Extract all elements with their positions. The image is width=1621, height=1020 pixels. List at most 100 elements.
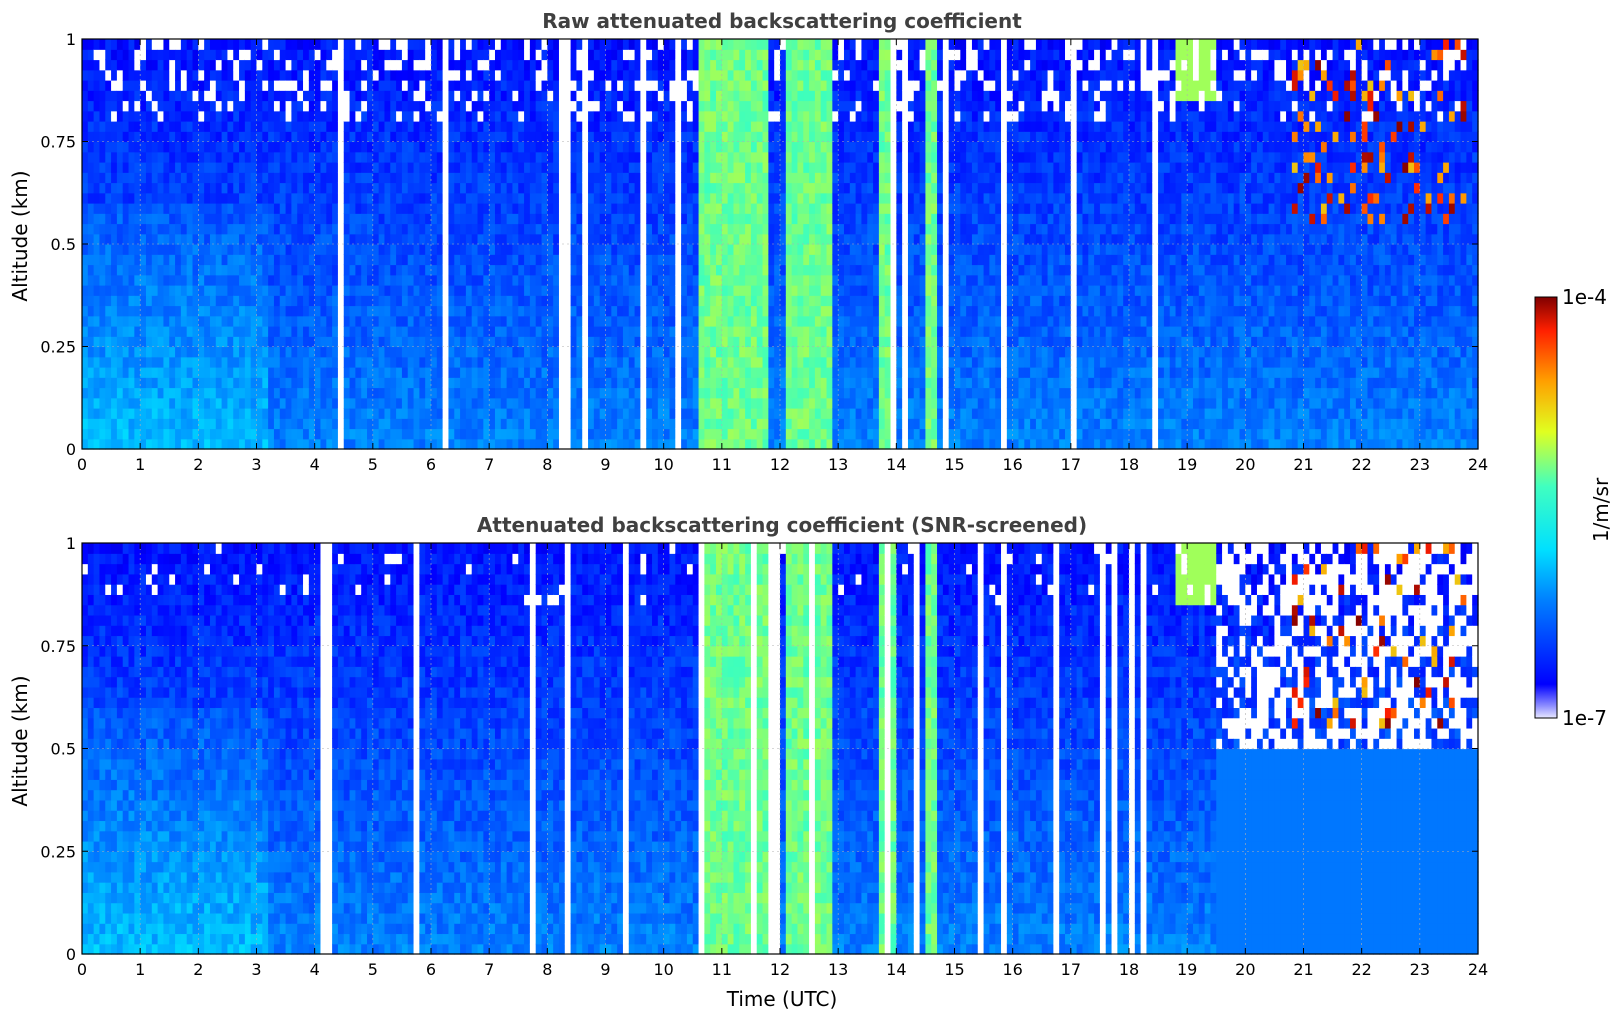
heatmap-cell xyxy=(477,438,484,450)
heatmap-cell xyxy=(686,141,694,153)
heatmap-cell xyxy=(326,336,333,348)
heatmap-cell xyxy=(622,244,630,255)
heatmap-cell xyxy=(87,356,95,368)
heatmap-cell xyxy=(558,151,566,163)
heatmap-cell xyxy=(716,151,723,163)
heatmap-cell xyxy=(169,223,176,235)
heatmap-cell xyxy=(791,244,799,255)
heatmap-cell xyxy=(524,315,531,327)
heatmap-cell xyxy=(652,110,659,122)
heatmap-cell xyxy=(640,162,647,173)
heatmap-cell xyxy=(361,438,368,450)
heatmap-cell xyxy=(518,377,525,389)
heatmap-cell xyxy=(558,39,566,50)
heatmap-cell xyxy=(396,326,403,337)
heatmap-cell xyxy=(390,285,397,296)
heatmap-cell xyxy=(576,367,583,378)
heatmap-cell xyxy=(419,162,426,173)
heatmap-cell xyxy=(82,387,89,399)
heatmap-cell xyxy=(268,315,275,327)
heatmap-cell xyxy=(367,59,374,71)
heatmap-cell xyxy=(285,141,292,153)
heatmap-cell xyxy=(593,408,601,419)
heatmap-cell xyxy=(529,244,537,255)
heatmap-cell xyxy=(454,131,461,143)
heatmap-cell xyxy=(489,49,496,61)
heatmap-cell xyxy=(692,141,700,153)
heatmap-cell xyxy=(518,408,525,419)
heatmap-cell xyxy=(634,274,641,286)
heatmap-cell xyxy=(93,141,101,153)
heatmap-cell xyxy=(733,387,740,399)
heatmap-cell xyxy=(425,223,432,235)
heatmap-cell xyxy=(308,397,316,409)
heatmap-cell xyxy=(686,233,694,245)
heatmap-cell xyxy=(535,274,543,286)
heatmap-cell xyxy=(262,418,269,430)
heatmap-cell xyxy=(494,244,502,255)
heatmap-cell xyxy=(576,305,583,317)
heatmap-cell xyxy=(756,80,764,91)
heatmap-cell xyxy=(140,387,147,399)
heatmap-cell xyxy=(518,387,525,399)
heatmap-cell xyxy=(553,244,560,255)
heatmap-cell xyxy=(111,213,118,225)
heatmap-cell xyxy=(384,131,391,143)
heatmap-cell xyxy=(588,172,595,184)
heatmap-cell xyxy=(151,315,159,327)
heatmap-cell xyxy=(628,131,636,143)
heatmap-cell xyxy=(198,192,205,204)
heatmap-cell xyxy=(692,100,700,112)
heatmap-cell xyxy=(93,203,101,214)
heatmap-cell xyxy=(564,254,572,266)
heatmap-cell xyxy=(716,397,723,409)
heatmap-cell xyxy=(332,285,339,296)
heatmap-cell xyxy=(431,121,438,132)
heatmap-cell xyxy=(175,254,182,266)
heatmap-cell xyxy=(390,141,397,153)
heatmap-cell xyxy=(756,315,764,327)
heatmap-cell xyxy=(634,397,641,409)
heatmap-cell xyxy=(611,69,618,81)
heatmap-cell xyxy=(82,151,89,163)
heatmap-cell xyxy=(686,131,694,143)
heatmap-cell xyxy=(227,172,234,184)
heatmap-cell xyxy=(506,192,514,204)
heatmap-cell xyxy=(558,59,566,71)
heatmap-cell xyxy=(494,162,502,173)
heatmap-cell xyxy=(442,59,450,71)
heatmap-cell xyxy=(506,121,514,132)
heatmap-cell xyxy=(413,356,420,368)
heatmap-cell xyxy=(448,162,455,173)
heatmap-cell xyxy=(244,69,252,81)
heatmap-cell xyxy=(425,397,432,409)
heatmap-cell xyxy=(622,285,630,296)
heatmap-cell xyxy=(535,356,543,368)
heatmap-cell xyxy=(384,223,391,235)
heatmap-cell xyxy=(524,387,531,399)
heatmap-cell xyxy=(564,367,572,378)
heatmap-cell xyxy=(570,121,578,132)
heatmap-cell xyxy=(169,233,176,245)
heatmap-cell xyxy=(111,162,118,173)
heatmap-cell xyxy=(384,264,391,276)
heatmap-cell xyxy=(797,336,804,348)
heatmap-cell xyxy=(82,121,89,132)
heatmap-cell xyxy=(541,182,548,194)
heatmap-cell xyxy=(419,223,426,235)
heatmap-cell xyxy=(494,203,502,214)
heatmap-cell xyxy=(337,100,345,112)
heatmap-cell xyxy=(803,356,810,368)
heatmap-cell xyxy=(396,162,403,173)
heatmap-cell xyxy=(396,59,403,71)
heatmap-cell xyxy=(355,428,362,440)
heatmap-cell xyxy=(431,39,438,50)
heatmap-cell xyxy=(582,151,589,163)
heatmap-cell xyxy=(93,315,101,327)
heatmap-cell xyxy=(122,254,130,266)
heatmap-cell xyxy=(739,264,746,276)
heatmap-cell xyxy=(343,418,351,430)
heatmap-cell xyxy=(448,213,455,225)
heatmap-cell xyxy=(262,305,269,317)
heatmap-cell xyxy=(285,438,292,450)
